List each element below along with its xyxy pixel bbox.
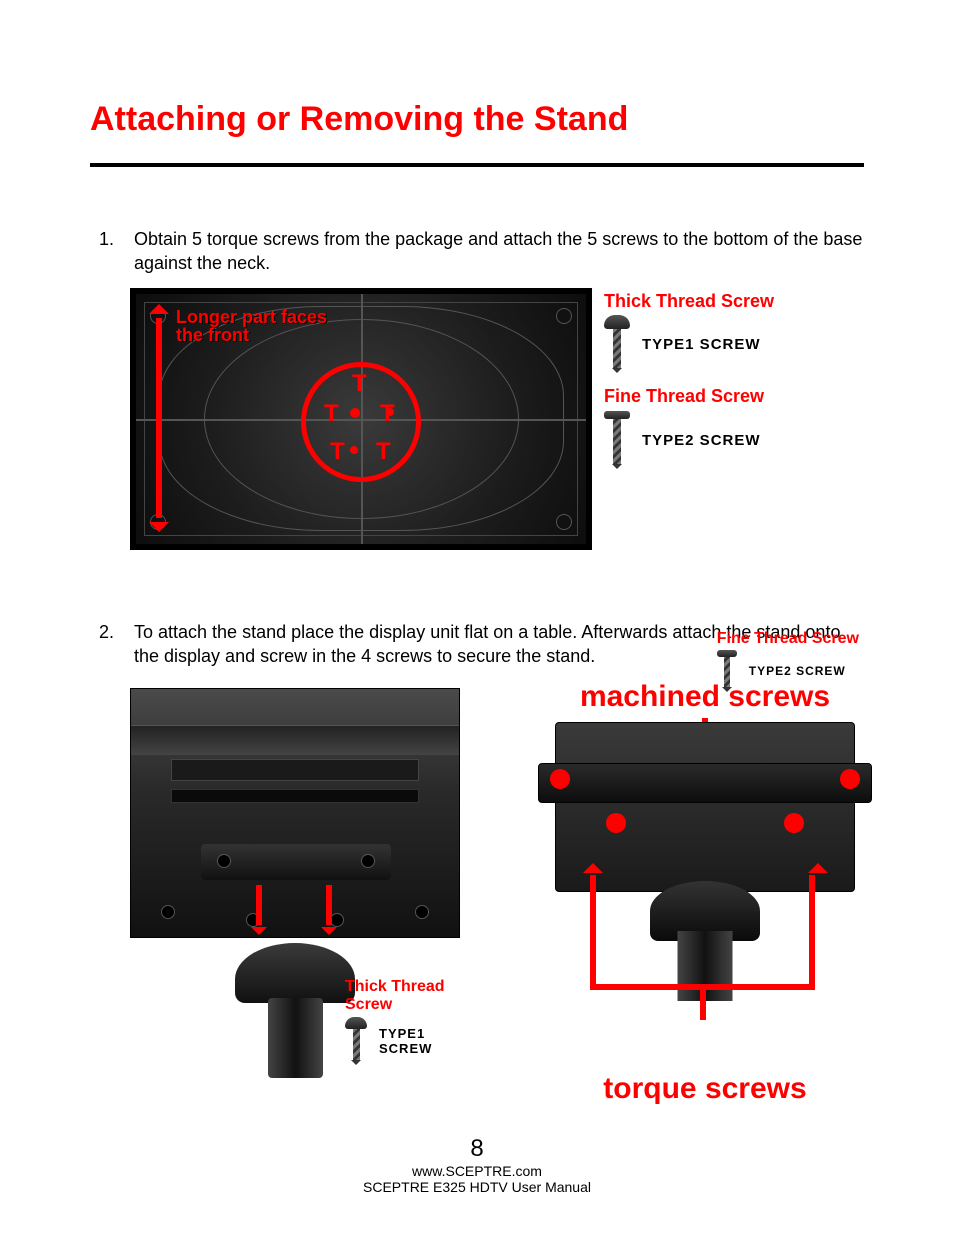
screw-mark [386,408,394,416]
figure-1: Longer part faces the front T T T T T Th… [130,288,864,550]
mounting-bracket [201,844,391,880]
screw-mark: T [330,440,345,464]
screw-mark: T [376,440,391,464]
fine-thread-label: Fine Thread Screw [604,387,774,407]
base-plate-diagram: Longer part faces the front T T T T T [130,288,592,550]
footer-url: www.SCEPTRE.com [0,1163,954,1179]
screw-mark [350,446,358,454]
step-2-number: 2. [90,620,114,669]
screw-mark [350,408,360,418]
screw-mark: T [324,402,339,426]
screw-mark: T [352,372,367,396]
type1-label: TYPE1 SCREW [642,336,761,353]
stand-neck [235,943,355,1003]
stand-pipe [268,998,323,1078]
thick-thread-label-2: Thick Thread Screw [345,978,460,1013]
tv-back [130,688,460,938]
torque-screw-dot [784,813,804,833]
port-row [171,759,419,781]
align-arrow [326,885,332,925]
type2-screw-icon [604,411,630,469]
type2-label: TYPE2 SCREW [642,432,761,449]
longer-part-annotation: Longer part faces the front [176,308,336,346]
screw-legend: Thick Thread Screw TYPE1 SCREW Fine Thre… [604,288,774,480]
type1-screw-icon [345,1017,367,1065]
footer-manual: SCEPTRE E325 HDTV User Manual [0,1179,954,1195]
screw-callout-diagram: machined screws torque screws [510,680,900,1120]
divider [90,163,864,167]
torque-screw-dot [606,813,626,833]
fine-thread-label-2: Fine Thread Screw [717,630,859,648]
thick-thread-label: Thick Thread Screw [604,292,774,312]
step-1: 1. Obtain 5 torque screws from the packa… [90,227,864,276]
front-direction-arrow [156,318,162,518]
machined-screws-label: machined screws [510,680,900,714]
step-1-number: 1. [90,227,114,276]
torque-screws-label: torque screws [510,1072,900,1106]
type1-screw-icon [604,315,630,373]
label-strip [171,789,419,803]
page-number: 8 [0,1135,954,1163]
stand-attach-diagram: Thick Thread Screw TYPE1 SCREW [130,688,460,1118]
figure-2: Thick Thread Screw TYPE1 SCREW Fine Thre… [130,680,864,1130]
page-footer: 8 www.SCEPTRE.com SCEPTRE E325 HDTV User… [0,1135,954,1195]
type1-label: TYPE1 SCREW [379,1026,460,1056]
step-1-text: Obtain 5 torque screws from the package … [134,227,864,276]
page-title: Attaching or Removing the Stand [90,100,864,139]
type2-label: TYPE2 SCREW [749,664,846,678]
align-arrow [256,885,262,925]
